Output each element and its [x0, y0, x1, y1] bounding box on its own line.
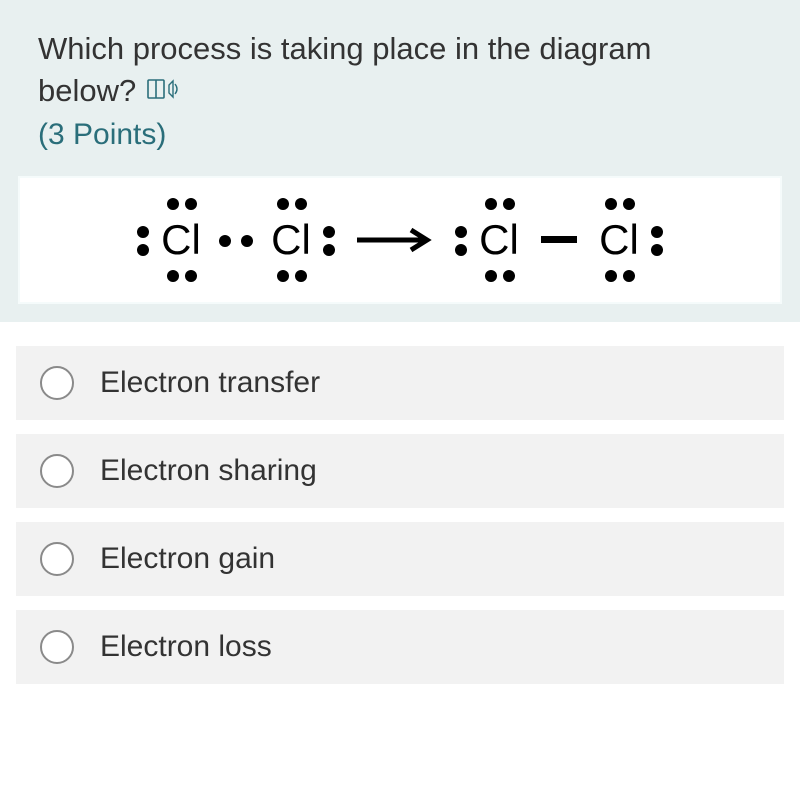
electron-dot [219, 235, 231, 247]
electron-dot [295, 270, 307, 282]
diagram-container: Cl Cl Cl [0, 176, 800, 322]
electron-dot [167, 270, 179, 282]
reactant-atom-1: Cl [137, 196, 225, 284]
electron-dot [137, 244, 149, 256]
radio-icon[interactable] [40, 542, 74, 576]
option-label: Electron transfer [100, 366, 320, 400]
atom-symbol: Cl [271, 216, 311, 264]
electron-dot [503, 270, 515, 282]
option-label: Electron sharing [100, 454, 317, 488]
electron-dot [295, 198, 307, 210]
radio-icon[interactable] [40, 366, 74, 400]
electron-dot [623, 270, 635, 282]
atom-symbol: Cl [599, 216, 639, 264]
electron-dot [485, 198, 497, 210]
radio-icon[interactable] [40, 454, 74, 488]
electron-dot [605, 270, 617, 282]
electron-dot [277, 270, 289, 282]
product-atom-1: Cl [455, 196, 543, 284]
points-label: (3 Points) [38, 118, 762, 152]
atom-symbol: Cl [479, 216, 519, 264]
electron-dot [323, 226, 335, 238]
option-electron-sharing[interactable]: Electron sharing [16, 434, 784, 508]
electron-dot [485, 270, 497, 282]
electron-dot [167, 198, 179, 210]
option-electron-loss[interactable]: Electron loss [16, 610, 784, 684]
reactant-atom-2: Cl [247, 196, 335, 284]
answer-options: Electron transfer Electron sharing Elect… [0, 322, 800, 684]
question-line-2: below? [38, 73, 136, 108]
electron-dot [323, 244, 335, 256]
covalent-bond [541, 236, 577, 243]
atom-symbol: Cl [161, 216, 201, 264]
question-header: Which process is taking place in the dia… [0, 0, 800, 176]
reaction-arrow [335, 225, 455, 255]
question-text: Which process is taking place in the dia… [38, 28, 762, 114]
electron-dot [651, 226, 663, 238]
electron-dot [623, 198, 635, 210]
immersive-reader-icon[interactable] [147, 72, 181, 114]
electron-dot [455, 226, 467, 238]
electron-dot [185, 270, 197, 282]
option-electron-gain[interactable]: Electron gain [16, 522, 784, 596]
electron-dot [503, 198, 515, 210]
electron-dot [605, 198, 617, 210]
electron-dot [241, 235, 253, 247]
product-atom-2: Cl [575, 196, 663, 284]
electron-dot [651, 244, 663, 256]
electron-dot [137, 226, 149, 238]
electron-dot [455, 244, 467, 256]
radio-icon[interactable] [40, 630, 74, 664]
electron-dot [185, 198, 197, 210]
electron-dot [277, 198, 289, 210]
lewis-diagram: Cl Cl Cl [18, 176, 782, 304]
option-electron-transfer[interactable]: Electron transfer [16, 346, 784, 420]
question-line-1: Which process is taking place in the dia… [38, 31, 651, 66]
option-label: Electron loss [100, 630, 272, 664]
option-label: Electron gain [100, 542, 275, 576]
